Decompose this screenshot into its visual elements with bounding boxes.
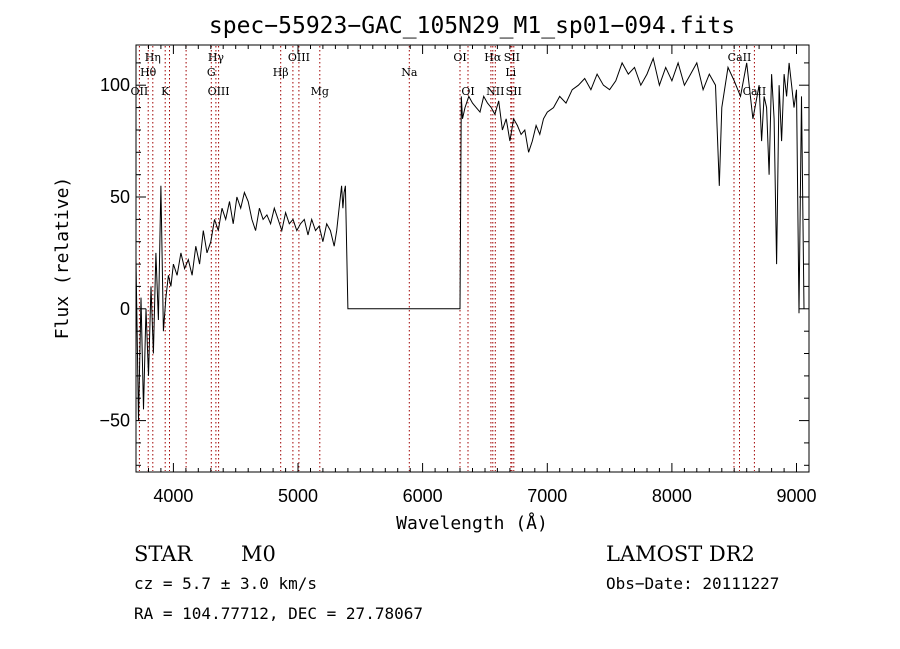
line-marker-label: SII: [506, 85, 522, 98]
y-tick-label: 100: [100, 75, 130, 95]
line-marker-label: Hγ: [208, 51, 225, 64]
x-tick-label: 8000: [652, 486, 692, 506]
subclass-label: M0: [241, 542, 276, 566]
x-tick-labels: 4000 5000 6000 7000 8000 9000: [153, 486, 816, 506]
axis-ticks: [135, 45, 810, 472]
line-marker-label: NII: [486, 85, 504, 98]
survey-label: LAMOST DR2: [606, 542, 755, 566]
y-axis-title: Flux (relative): [52, 177, 73, 340]
line-marker-label: Li: [505, 66, 516, 79]
x-tick-label: 4000: [153, 486, 193, 506]
emission-line-markers: [138, 46, 755, 471]
y-tick-label: 50: [110, 187, 130, 207]
x-tick-label: 5000: [278, 486, 318, 506]
line-marker-label: OIII: [208, 85, 230, 98]
line-marker-label: Hα: [484, 51, 502, 64]
x-axis-title: Wavelength (Å): [396, 512, 548, 534]
y-tick-label: −50: [99, 411, 130, 431]
line-marker-label: G: [207, 66, 216, 79]
coordinates-label: RA = 104.77712, DEC = 27.78067: [134, 604, 423, 623]
line-marker-label: Hθ: [140, 66, 157, 79]
line-marker-label: CaII: [728, 51, 752, 64]
spectrum-series-line: [135, 56, 805, 421]
redshift-label: cz = 5.7 ± 3.0 km/s: [134, 574, 317, 593]
x-tick-label: 6000: [403, 486, 443, 506]
y-tick-label: 0: [120, 299, 130, 319]
line-marker-label: CaII: [743, 85, 767, 98]
obs-date-label: Obs−Date: 20111227: [606, 574, 779, 593]
line-marker-label: OI: [461, 85, 474, 98]
y-tick-labels: −50 0 50 100: [99, 75, 130, 430]
line-marker-label: Mg: [311, 85, 329, 98]
x-tick-label: 9000: [776, 486, 816, 506]
object-class-label: STAR: [134, 542, 193, 566]
line-marker-label: OI: [453, 51, 466, 64]
line-marker-label: SII: [504, 51, 520, 64]
chart-title: spec−55923−GAC_105N29_M1_sp01−094.fits: [209, 13, 735, 39]
line-marker-label: K: [161, 85, 170, 98]
line-marker-label: Hβ: [273, 66, 289, 79]
line-marker-label: Hη: [145, 51, 161, 64]
line-marker-label: OII: [131, 85, 149, 98]
x-tick-label: 7000: [527, 486, 567, 506]
line-marker-label: OIII: [288, 51, 310, 64]
line-marker-label: Na: [401, 66, 418, 79]
plot-frame: [135, 44, 810, 473]
